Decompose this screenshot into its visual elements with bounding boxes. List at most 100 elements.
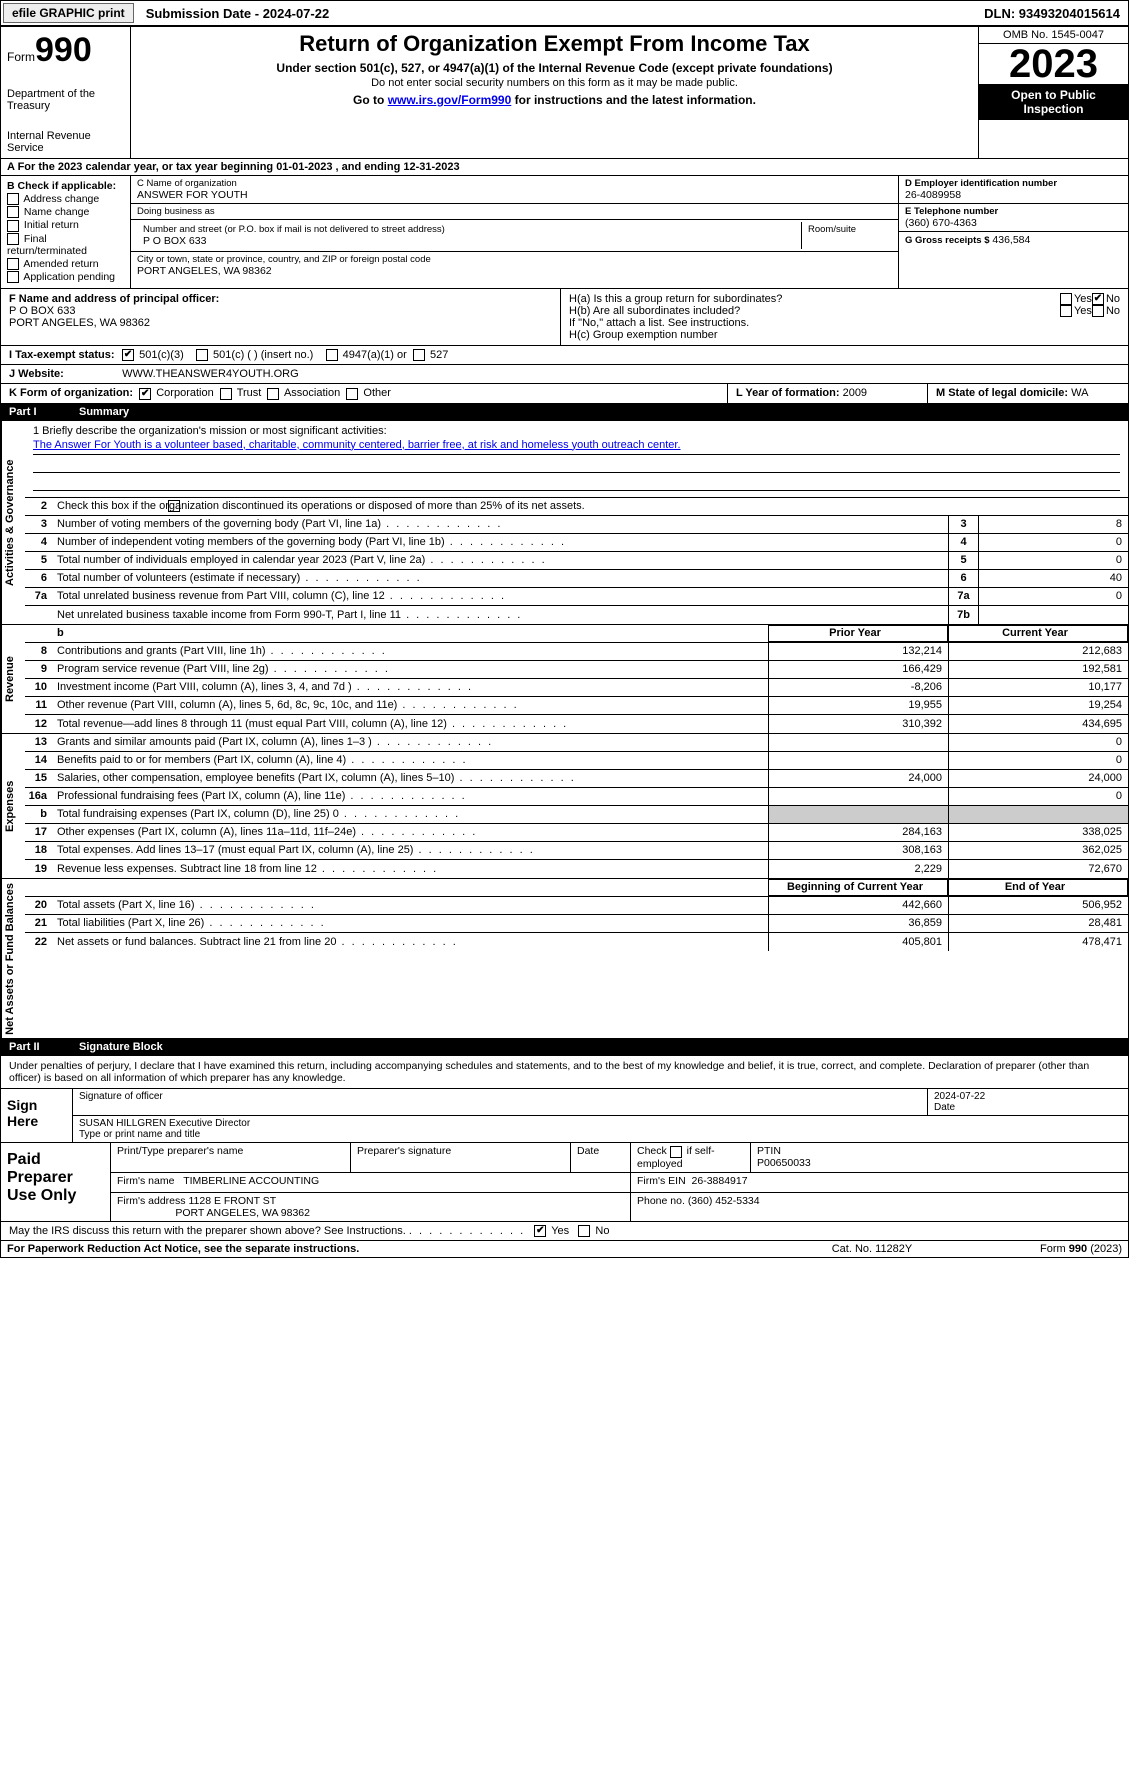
- exp-line-14: 14Benefits paid to or for members (Part …: [25, 752, 1128, 770]
- chk-name-change[interactable]: [7, 206, 19, 218]
- section-expenses: Expenses 13Grants and similar amounts pa…: [0, 734, 1129, 879]
- sig-name: SUSAN HILLGREN Executive Director: [79, 1118, 1122, 1129]
- mission-block: 1 Briefly describe the organization's mi…: [25, 421, 1128, 498]
- chk-corp[interactable]: [139, 388, 151, 400]
- col-b-label: B Check if applicable:: [7, 180, 124, 192]
- hdr-prior: Prior Year: [768, 625, 948, 642]
- col-d: D Employer identification number 26-4089…: [898, 176, 1128, 288]
- discuss-yes[interactable]: [534, 1225, 546, 1237]
- footer-right: Form 990 (2023): [962, 1243, 1122, 1255]
- vlabel-net: Net Assets or Fund Balances: [1, 879, 25, 1039]
- hb-note: If "No," attach a list. See instructions…: [569, 317, 1120, 329]
- opt-assoc: Association: [284, 387, 340, 399]
- goto-line: Go to www.irs.gov/Form990 for instructio…: [139, 93, 970, 107]
- rev-line-8: 8Contributions and grants (Part VIII, li…: [25, 643, 1128, 661]
- hb-yes-lbl: Yes: [1074, 305, 1092, 317]
- city-value: PORT ANGELES, WA 98362: [137, 265, 892, 277]
- gov-line-6: 6Total number of volunteers (estimate if…: [25, 570, 1128, 588]
- hb-no[interactable]: [1092, 305, 1104, 317]
- opt-initial-return: Initial return: [24, 219, 79, 231]
- website-label: J Website:: [9, 368, 119, 380]
- tax-year: 2023: [979, 44, 1128, 84]
- gov-line-7a: 7aTotal unrelated business revenue from …: [25, 588, 1128, 606]
- chk-final-return[interactable]: [7, 233, 19, 245]
- org-name-label: C Name of organization: [137, 178, 892, 189]
- firm-label: Firm's name: [117, 1175, 174, 1187]
- prep-h5: PTIN: [757, 1145, 781, 1157]
- firm-phone: (360) 452-5334: [688, 1195, 760, 1207]
- chk-line2[interactable]: [168, 500, 180, 512]
- exp-line-19: 19Revenue less expenses. Subtract line 1…: [25, 860, 1128, 878]
- row-h-right: H(a) Is this a group return for subordin…: [561, 289, 1128, 345]
- chk-initial-return[interactable]: [7, 220, 19, 232]
- chk-trust[interactable]: [220, 388, 232, 400]
- sig-name-label: Type or print name and title: [79, 1129, 1122, 1140]
- opt-527: 527: [430, 349, 448, 361]
- gross-label: G Gross receipts $: [905, 235, 989, 246]
- part1-label: Part I: [9, 406, 79, 418]
- goto-link[interactable]: www.irs.gov/Form990: [388, 93, 512, 107]
- sign-here-block: Sign Here Signature of officer 2024-07-2…: [0, 1089, 1129, 1143]
- officer-addr2: PORT ANGELES, WA 98362: [9, 317, 552, 329]
- chk-assoc[interactable]: [267, 388, 279, 400]
- chk-amended-return[interactable]: [7, 258, 19, 270]
- room-label: Room/suite: [808, 224, 886, 235]
- paid-preparer-block: Paid Preparer Use Only Print/Type prepar…: [0, 1143, 1129, 1221]
- m-label: M State of legal domicile:: [936, 387, 1068, 399]
- col-c: C Name of organization ANSWER FOR YOUTH …: [131, 176, 898, 288]
- hb-yes[interactable]: [1060, 305, 1072, 317]
- firm-addr1: 1128 E FRONT ST: [188, 1195, 276, 1207]
- sig-officer-label: Signature of officer: [79, 1091, 921, 1102]
- discuss-row: May the IRS discuss this return with the…: [0, 1222, 1129, 1241]
- ha-no[interactable]: [1092, 293, 1104, 305]
- sign-here-label: Sign Here: [1, 1089, 73, 1142]
- part1-header: Part I Summary: [0, 404, 1129, 421]
- chk-501c[interactable]: [196, 349, 208, 361]
- exp-line-b: bTotal fundraising expenses (Part IX, co…: [25, 806, 1128, 824]
- sig-date: 2024-07-22: [934, 1091, 1122, 1102]
- chk-other[interactable]: [346, 388, 358, 400]
- city-label: City or town, state or province, country…: [137, 254, 892, 265]
- chk-app-pending[interactable]: [7, 271, 19, 283]
- ha-yes-lbl: Yes: [1074, 293, 1092, 305]
- ha-no-lbl: No: [1106, 293, 1120, 305]
- submission-date: Submission Date - 2024-07-22: [136, 4, 340, 23]
- hb-label: H(b) Are all subordinates included?: [569, 305, 1060, 317]
- footer-left: For Paperwork Reduction Act Notice, see …: [7, 1243, 782, 1255]
- sig-date-label: Date: [934, 1102, 1122, 1113]
- prep-h2: Preparer's signature: [351, 1143, 571, 1171]
- goto-pre: Go to: [353, 93, 388, 107]
- efile-print-button[interactable]: efile GRAPHIC print: [3, 3, 134, 23]
- opt-corp: Corporation: [156, 387, 213, 399]
- row-f-left: F Name and address of principal officer:…: [1, 289, 561, 345]
- firm-addr-label: Firm's address: [117, 1195, 186, 1207]
- gov-line-4: 4Number of independent voting members of…: [25, 534, 1128, 552]
- section-governance: Activities & Governance 1 Briefly descri…: [0, 421, 1129, 625]
- part1-title: Summary: [79, 406, 129, 418]
- discuss-no[interactable]: [578, 1225, 590, 1237]
- line2: Check this box if the organization disco…: [53, 498, 1128, 514]
- opt-other: Other: [363, 387, 391, 399]
- part2-title: Signature Block: [79, 1041, 163, 1053]
- chk-address-change[interactable]: [7, 193, 19, 205]
- rev-line-10: 10Investment income (Part VIII, column (…: [25, 679, 1128, 697]
- org-name: ANSWER FOR YOUTH: [137, 189, 892, 201]
- opt-name-change: Name change: [24, 206, 89, 218]
- rev-line-11: 11Other revenue (Part VIII, column (A), …: [25, 697, 1128, 715]
- officer-addr1: P O BOX 633: [9, 305, 552, 317]
- chk-501c3[interactable]: [122, 349, 134, 361]
- row-j: J Website: WWW.THEANSWER4YOUTH.ORG: [0, 365, 1129, 384]
- header-center: Return of Organization Exempt From Incom…: [131, 27, 978, 158]
- opt-app-pending: Application pending: [23, 271, 115, 283]
- opt-amended-return: Amended return: [23, 258, 98, 270]
- ha-yes[interactable]: [1060, 293, 1072, 305]
- exp-line-15: 15Salaries, other compensation, employee…: [25, 770, 1128, 788]
- chk-self-employed[interactable]: [670, 1146, 682, 1158]
- chk-527[interactable]: [413, 349, 425, 361]
- chk-4947[interactable]: [326, 349, 338, 361]
- form-subtitle2: Do not enter social security numbers on …: [139, 77, 970, 89]
- l-label: L Year of formation:: [736, 387, 840, 399]
- firm-name: TIMBERLINE ACCOUNTING: [183, 1175, 319, 1187]
- ein-value: 26-4089958: [905, 189, 1122, 201]
- firm-phone-label: Phone no.: [637, 1195, 685, 1207]
